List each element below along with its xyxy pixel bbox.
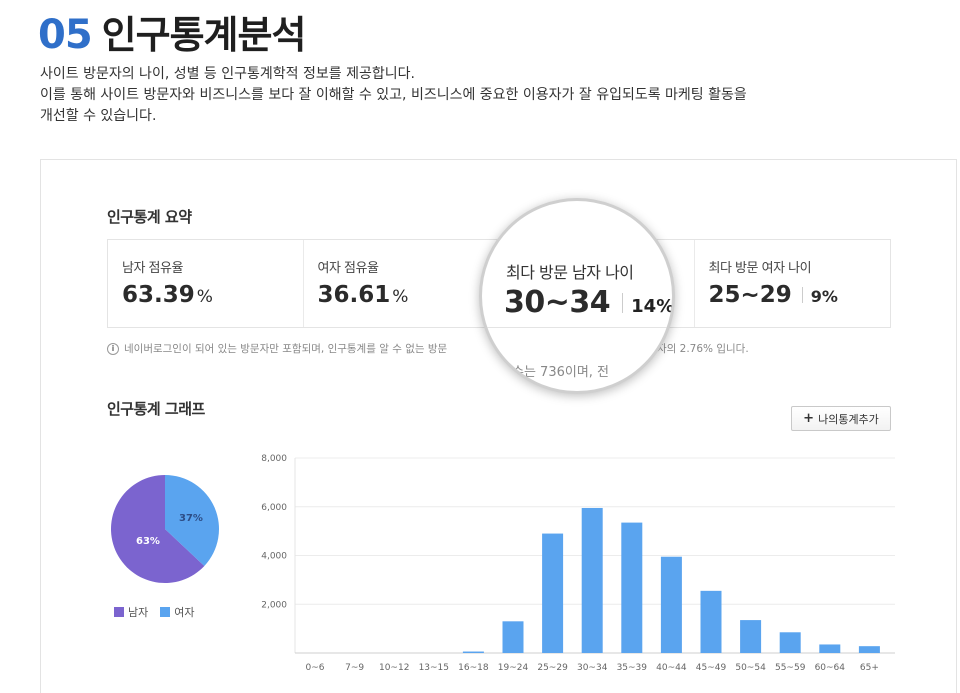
pie-label-female: 37% [179,513,203,524]
legend-item-female: 여자 [160,604,195,620]
female-share-number: 36.61 [317,282,391,308]
male-share-label: 남자 점유율 [122,261,183,276]
bar-30~34 [581,507,603,653]
top-male-age-label: 최다 방문 남자 나이 [506,263,634,282]
description-line-1: 사이트 방문자의 나이, 성별 등 인구통계학적 정보를 제공합니다. [40,66,415,82]
top-male-age-pct: 14% [631,296,675,317]
pie-slice-male [110,475,205,583]
legend-label-female: 여자 [174,606,195,619]
legend-swatch-female [160,607,171,617]
legend-swatch-male [114,607,124,617]
pie-label-male: 63% [136,536,160,547]
summary-note: i 네이버로그인이 되어 있는 방문자만 포함되며, 인구통계를 알 수 없는 … [107,341,447,356]
magnified-note-text: 수는 736이며, 전 [512,365,610,380]
y-tick-label: 8,000 [261,454,287,464]
bar-60~64 [819,644,841,653]
female-share-card: 여자 점유율 36.61% [304,240,499,327]
section-description: 사이트 방문자의 나이, 성별 등 인구통계학적 정보를 제공합니다. 이를 통… [40,64,950,127]
age-bar-chart: 2,000 4,000 6,000 8,000 0~6 7~9 10~12 13~15 16~1… [240,448,900,683]
x-tick-label: 55~59 [775,663,806,673]
legend-label-male: 남자 [128,606,149,619]
x-tick-label: 35~39 [617,663,648,673]
top-female-age-value: 25~29 9% [709,282,891,308]
x-tick-label: 65+ [860,663,879,673]
x-tick-label: 30~34 [577,663,608,673]
description-line-2: 이를 통해 사이트 방문자와 비즈니스를 보다 잘 이해할 수 있고, 비즈니스… [40,87,747,103]
bar-19~24 [502,621,524,653]
male-share-card: 남자 점유율 63.39% [108,240,304,327]
female-share-unit: % [392,287,409,307]
x-tick-label: 19~24 [498,663,529,673]
y-tick-label: 2,000 [261,600,287,610]
summary-note-tail: 자의 2.76% 입니다. [657,343,749,355]
value-divider [801,287,803,303]
bar-25~29 [542,533,564,653]
x-tick-label: 40~44 [656,663,687,673]
section-title: 인구통계분석 [101,13,307,57]
bar-55~59 [779,632,801,653]
female-share-value: 36.61% [318,282,499,308]
x-tick-label: 0~6 [306,663,325,673]
x-tick-label: 16~18 [458,663,489,673]
info-icon: i [107,342,119,355]
male-share-number: 63.39 [122,282,195,308]
page-title: 05 인구통계분석 [38,4,306,58]
top-female-age-label: 최다 방문 여자 나이 [708,261,812,276]
age-bar-svg: 2,000 4,000 6,000 8,000 0~6 7~9 10~12 13~15 16~1… [261,454,895,673]
gender-pie-svg: 63% 37% [110,475,219,583]
bar-35~39 [621,522,643,653]
top-female-age-card: 최다 방문 여자 나이 25~29 9% [695,240,891,327]
summary-cards: 남자 점유율 63.39% 여자 점유율 36.61% 최다 방문 여자 나이 … [107,239,891,328]
y-tick-label: 4,000 [261,552,287,562]
value-divider [622,292,624,313]
graph-title: 인구통계 그래프 [107,400,205,418]
gender-pie-chart: 63% 37% [110,474,220,584]
add-my-stats-button[interactable]: + 나의통계추가 [791,406,891,431]
summary-title: 인구통계 요약 [107,208,192,226]
x-tick-label: 10~12 [379,663,409,673]
x-tick-label: 13~15 [419,663,449,673]
male-share-unit: % [196,287,213,307]
top-female-age-range: 25~29 [708,282,792,308]
add-my-stats-label: 나의통계추가 [818,412,879,426]
bar-65+ [858,646,880,653]
magnified-card-border [482,327,672,328]
bar-45~49 [700,590,722,653]
x-tick-label: 45~49 [696,663,727,673]
x-tick-label: 25~29 [537,663,568,673]
bar-50~54 [740,620,762,653]
bar-40~44 [660,556,682,653]
y-tick-label: 6,000 [261,503,287,513]
description-line-3: 개선할 수 있습니다. [40,108,157,124]
bar-16~18 [462,651,484,653]
pie-legend: 남자 여자 [114,604,207,620]
plus-icon: + [803,411,815,426]
male-share-value: 63.39% [122,282,303,308]
top-female-age-pct: 9% [810,287,838,306]
x-tick-label: 60~64 [815,663,846,673]
summary-note-text: 네이버로그인이 되어 있는 방문자만 포함되며, 인구통계를 알 수 없는 방문 [124,343,448,355]
magnifier-highlight: 최다 방문 남자 나이 30~34 14% 수는 736이며, 전 [479,198,675,394]
x-tick-label: 50~54 [735,663,766,673]
x-tick-label: 7~9 [345,663,364,673]
section-number: 05 [38,12,93,58]
legend-item-male: 남자 [114,604,148,620]
top-male-age-range: 30~34 [504,285,611,320]
top-male-age-value: 30~34 14% [504,285,675,320]
pie-slice-female [165,475,219,566]
female-share-label: 여자 점유율 [317,261,379,276]
top-male-age-card [499,240,695,327]
